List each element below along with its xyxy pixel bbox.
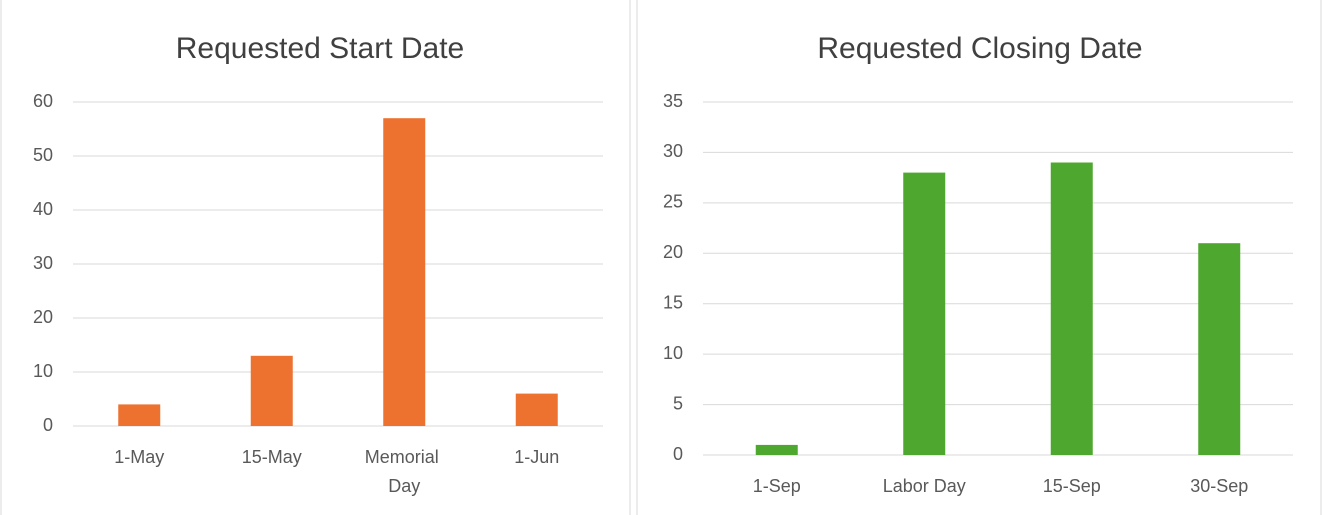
panel-border [0, 0, 631, 515]
y-tick-label: 0 [673, 444, 683, 464]
x-tick-label: 1-Sep [753, 476, 801, 496]
bar [1198, 243, 1241, 455]
x-tick-label: 15-May [242, 447, 302, 467]
y-tick-label: 20 [663, 242, 683, 262]
panel-border [636, 0, 1322, 515]
bar [383, 118, 426, 426]
bar [903, 172, 946, 455]
y-tick-label: 30 [663, 141, 683, 161]
y-tick-label: 40 [33, 199, 53, 219]
y-tick-label: 10 [663, 343, 683, 363]
x-tick-label: 1-May [114, 447, 164, 467]
y-tick-label: 35 [663, 91, 683, 111]
x-tick-label: 30-Sep [1190, 476, 1248, 496]
y-tick-label: 25 [663, 192, 683, 212]
bar [118, 404, 161, 426]
x-tick-label: Memorial Day [365, 447, 444, 496]
y-tick-label: 15 [663, 292, 683, 312]
y-tick-label: 50 [33, 145, 53, 165]
bar [1050, 162, 1093, 455]
chart-title: Requested Start Date [176, 32, 465, 65]
bar [755, 444, 798, 455]
y-tick-label: 10 [33, 361, 53, 381]
y-tick-label: 5 [673, 393, 683, 413]
y-tick-label: 0 [43, 415, 53, 435]
y-tick-label: 30 [33, 253, 53, 273]
chart-title: Requested Closing Date [817, 32, 1142, 65]
x-tick-label: Labor Day [883, 476, 966, 496]
bar [515, 393, 558, 426]
bar [250, 355, 293, 426]
x-tick-label: 1-Jun [514, 447, 559, 467]
y-tick-label: 20 [33, 307, 53, 327]
y-tick-label: 60 [33, 91, 53, 111]
x-tick-label: 15-Sep [1043, 476, 1101, 496]
